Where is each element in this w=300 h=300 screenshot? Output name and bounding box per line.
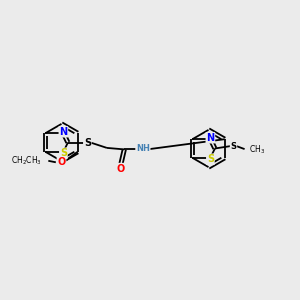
Text: S: S bbox=[207, 154, 214, 164]
Text: S: S bbox=[84, 137, 91, 148]
Text: S: S bbox=[60, 148, 67, 158]
Text: O: O bbox=[116, 164, 124, 174]
Text: S: S bbox=[230, 142, 236, 151]
Text: $\rm{CH_3}$: $\rm{CH_3}$ bbox=[249, 143, 265, 156]
Text: O: O bbox=[57, 157, 66, 167]
Text: $\rm{CH_2CH_3}$: $\rm{CH_2CH_3}$ bbox=[11, 154, 42, 167]
Text: NH: NH bbox=[136, 144, 150, 153]
Text: N: N bbox=[59, 127, 68, 137]
Text: N: N bbox=[206, 133, 214, 143]
